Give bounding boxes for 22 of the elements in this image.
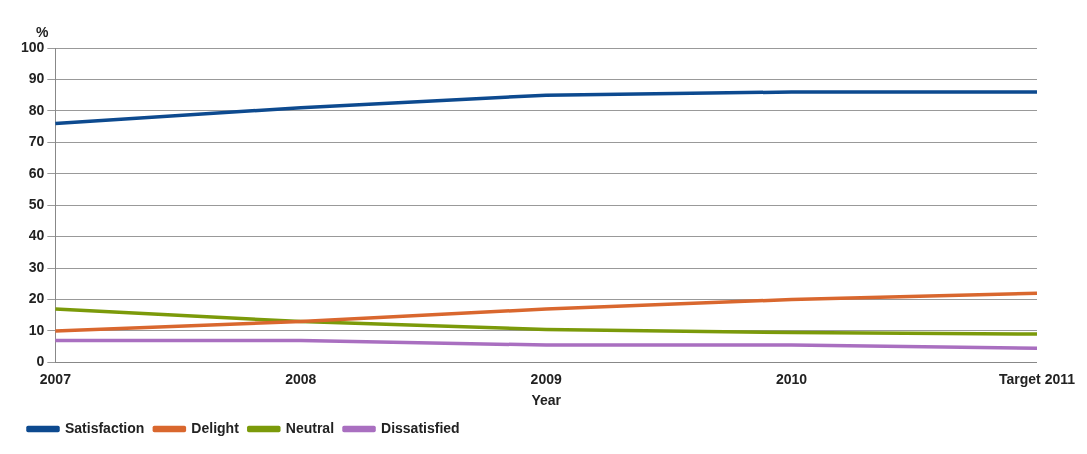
- x-tick-label: Target 2011: [998, 370, 1076, 387]
- x-tick-label: 2010: [776, 370, 808, 387]
- y-tick-label: 60: [28, 164, 45, 181]
- y-tick-label: 100: [21, 38, 45, 55]
- x-tick-label: 2008: [285, 370, 317, 387]
- y-tick-label: 50: [28, 196, 45, 213]
- y-tick-label: 0: [36, 353, 45, 370]
- y-tick-label: 40: [28, 227, 45, 244]
- y-axis-title: %: [36, 23, 49, 40]
- y-tick-label: 80: [28, 101, 45, 118]
- x-tick-label: 2007: [39, 370, 72, 387]
- y-tick-label: 70: [28, 133, 45, 150]
- legend-label: Neutral: [285, 419, 335, 436]
- legend-label: Satisfaction: [65, 419, 145, 436]
- legend-label: Dissatisfied: [381, 419, 460, 436]
- y-tick-label: 20: [28, 290, 45, 307]
- y-tick-label: 30: [28, 258, 45, 275]
- x-axis-title: Year: [531, 392, 562, 409]
- y-tick-label: 90: [28, 70, 45, 87]
- x-tick-label: 2009: [530, 370, 562, 387]
- y-tick-label: 10: [28, 321, 45, 338]
- legend-label: Delight: [191, 419, 240, 436]
